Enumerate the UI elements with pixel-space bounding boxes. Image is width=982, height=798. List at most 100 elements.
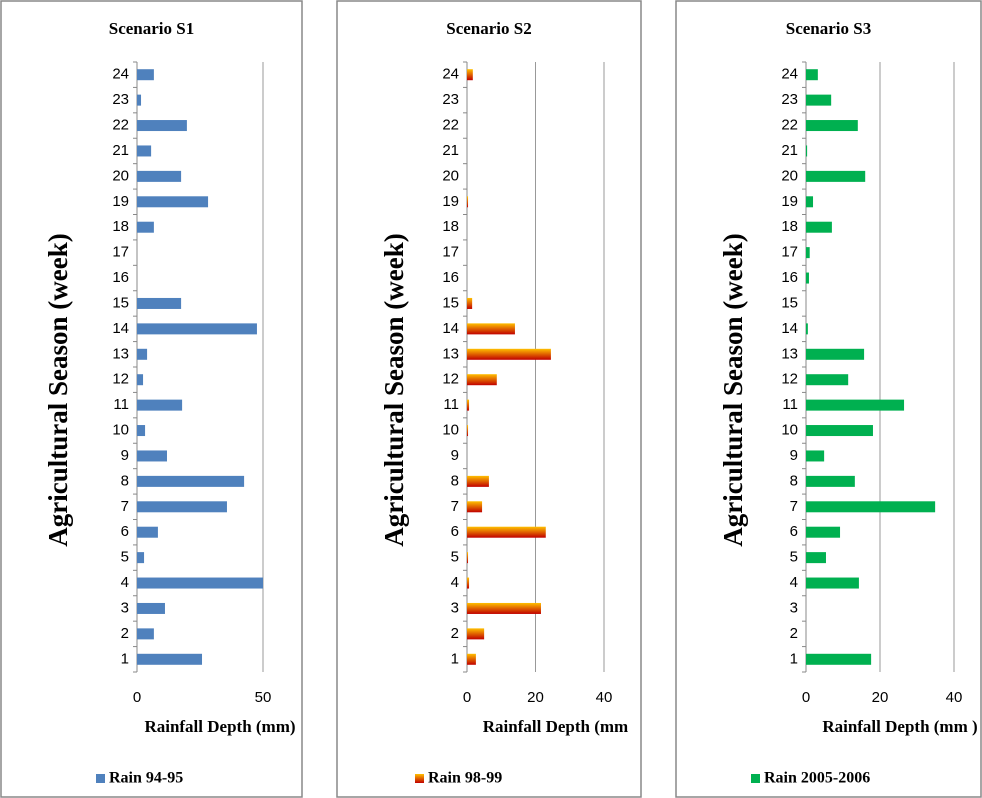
- y-tick-label: 19: [442, 193, 459, 210]
- legend-label: Rain 94-95: [109, 770, 183, 787]
- y-axis-label: Agricultural Season (week): [718, 233, 748, 546]
- bar: [806, 552, 826, 564]
- bar: [467, 348, 551, 360]
- y-tick-label: 20: [112, 167, 129, 184]
- bar: [137, 450, 167, 462]
- y-tick-label: 16: [112, 269, 129, 286]
- bar: [806, 348, 865, 360]
- y-tick-label: 8: [790, 472, 798, 489]
- y-tick-label: 21: [442, 142, 459, 159]
- bar: [806, 69, 818, 81]
- bar: [137, 602, 165, 614]
- bar: [806, 475, 855, 487]
- y-tick-label: 11: [113, 396, 129, 413]
- bar: [467, 374, 497, 386]
- y-tick-label: 8: [451, 472, 459, 489]
- y-tick-label: 4: [790, 574, 798, 591]
- bar: [467, 552, 469, 564]
- bar: [806, 94, 832, 106]
- y-tick-label: 22: [781, 117, 798, 134]
- y-tick-label: 14: [112, 320, 129, 337]
- bar: [806, 577, 859, 589]
- y-tick-label: 7: [121, 498, 129, 515]
- y-tick-label: 1: [121, 650, 129, 667]
- y-tick-label: 5: [121, 549, 129, 566]
- bar: [467, 196, 469, 208]
- bar: [467, 297, 473, 309]
- bar: [806, 653, 872, 665]
- bar: [137, 145, 152, 157]
- y-tick-label: 24: [112, 66, 129, 83]
- bar: [137, 399, 183, 411]
- y-axis-label: Agricultural Season (week): [43, 233, 73, 546]
- bar: [137, 120, 187, 132]
- y-tick-label: 15: [112, 294, 129, 311]
- bar: [806, 120, 858, 132]
- bar: [467, 501, 483, 513]
- bar: [806, 450, 825, 462]
- y-tick-label: 9: [790, 447, 798, 464]
- y-tick-label: 9: [451, 447, 459, 464]
- x-axis-label: Rainfall Depth (mm ): [822, 717, 977, 736]
- y-tick-label: 17: [112, 244, 129, 261]
- y-tick-label: 22: [112, 117, 129, 134]
- bar: [137, 196, 209, 208]
- y-tick-label: 16: [442, 269, 459, 286]
- y-tick-label: 20: [442, 167, 459, 184]
- x-tick-label: 40: [946, 689, 963, 706]
- bar: [806, 425, 873, 437]
- legend-swatch: [751, 774, 760, 783]
- bar: [806, 221, 832, 233]
- bar: [467, 577, 470, 589]
- y-tick-label: 15: [442, 294, 459, 311]
- y-tick-label: 6: [790, 523, 798, 540]
- y-tick-label: 3: [121, 599, 129, 616]
- y-tick-label: 3: [451, 599, 459, 616]
- bar: [467, 399, 470, 411]
- y-tick-label: 9: [121, 447, 129, 464]
- y-tick-label: 1: [451, 650, 459, 667]
- y-tick-label: 14: [442, 320, 459, 337]
- bar: [137, 501, 227, 513]
- bar: [137, 348, 148, 360]
- x-tick-label: 20: [527, 689, 544, 706]
- y-tick-label: 17: [442, 244, 459, 261]
- y-tick-label: 5: [451, 549, 459, 566]
- chart-title: Scenario S2: [446, 19, 531, 38]
- bar: [467, 475, 489, 487]
- bar: [137, 69, 154, 81]
- bar: [137, 297, 182, 309]
- x-axis-label: Rainfall Depth (mm: [483, 717, 628, 736]
- y-tick-label: 13: [781, 345, 798, 362]
- legend-swatch: [415, 774, 424, 783]
- bar: [137, 526, 158, 538]
- y-tick-label: 21: [781, 142, 798, 159]
- y-tick-label: 4: [121, 574, 129, 591]
- y-tick-label: 20: [781, 167, 798, 184]
- y-tick-label: 23: [442, 91, 459, 108]
- y-tick-label: 6: [451, 523, 459, 540]
- x-tick-label: 40: [596, 689, 613, 706]
- x-tick-label: 50: [255, 689, 272, 706]
- y-tick-label: 19: [112, 193, 129, 210]
- bar: [467, 653, 476, 665]
- y-tick-label: 14: [781, 320, 798, 337]
- legend-swatch: [96, 774, 105, 783]
- panel-border: [336, 0, 642, 798]
- bar: [806, 170, 866, 182]
- x-axis-label: Rainfall Depth (mm): [144, 717, 295, 736]
- y-tick-label: 15: [781, 294, 798, 311]
- y-tick-label: 18: [442, 218, 459, 235]
- y-tick-label: 2: [790, 625, 798, 642]
- bar: [137, 552, 145, 564]
- x-tick-label: 0: [133, 689, 141, 706]
- bar: [137, 425, 146, 437]
- bar: [137, 374, 144, 386]
- y-tick-label: 24: [442, 66, 459, 83]
- bar: [467, 526, 546, 538]
- y-tick-label: 8: [121, 472, 129, 489]
- y-tick-label: 12: [442, 371, 459, 388]
- bar: [137, 94, 142, 106]
- bar: [137, 475, 245, 487]
- bar: [806, 323, 808, 335]
